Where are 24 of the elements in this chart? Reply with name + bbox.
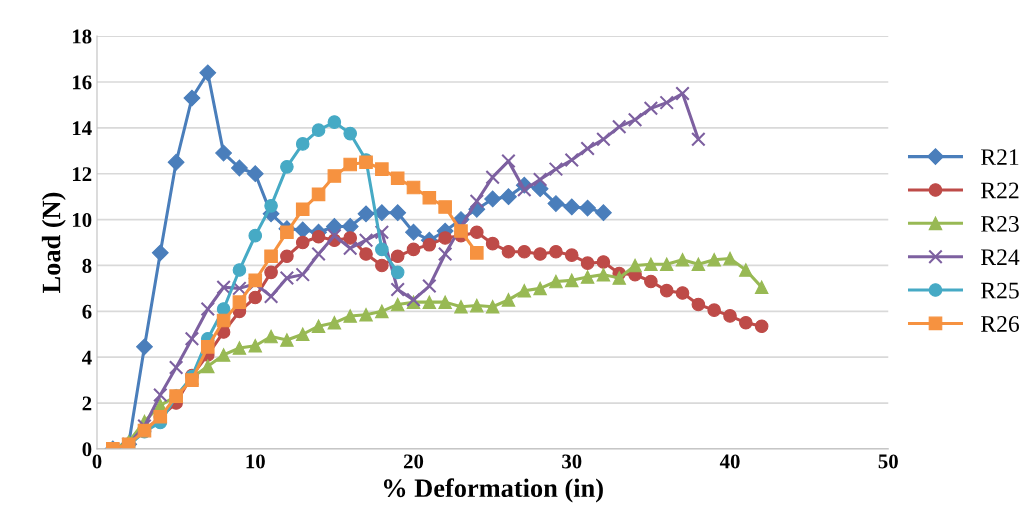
y-tick-label: 2 [82, 396, 92, 411]
y-tick-label: 18 [72, 29, 92, 44]
x-tick-label: 50 [878, 454, 898, 469]
y-tick-label: 8 [82, 258, 92, 273]
y-tick-label: 16 [72, 75, 92, 90]
x-tick-label: 10 [246, 454, 265, 469]
x-tick-label: 30 [562, 454, 582, 469]
legend-label: R25 [981, 282, 1019, 299]
x-tick-label: 0 [92, 454, 102, 469]
y-tick-label: 4 [82, 350, 92, 365]
x-axis-title: % Deformation (in) [383, 478, 603, 503]
legend-label: R24 [981, 249, 1020, 265]
x-tick-label: 40 [719, 454, 740, 469]
legend-label: R21 [981, 149, 1019, 165]
y-axis-title: Load (N) [41, 192, 66, 294]
x-tick-label: 20 [403, 454, 424, 469]
legend-label: R26 [981, 316, 1020, 332]
legend-label: R22 [981, 182, 1019, 199]
y-tick-label: 10 [72, 212, 92, 228]
legend-label: R23 [981, 215, 1019, 232]
y-tick-label: 6 [82, 304, 92, 319]
y-tick-label: 12 [72, 167, 92, 181]
y-tick-label: 0 [82, 442, 92, 457]
y-tick-label: 14 [72, 121, 92, 136]
